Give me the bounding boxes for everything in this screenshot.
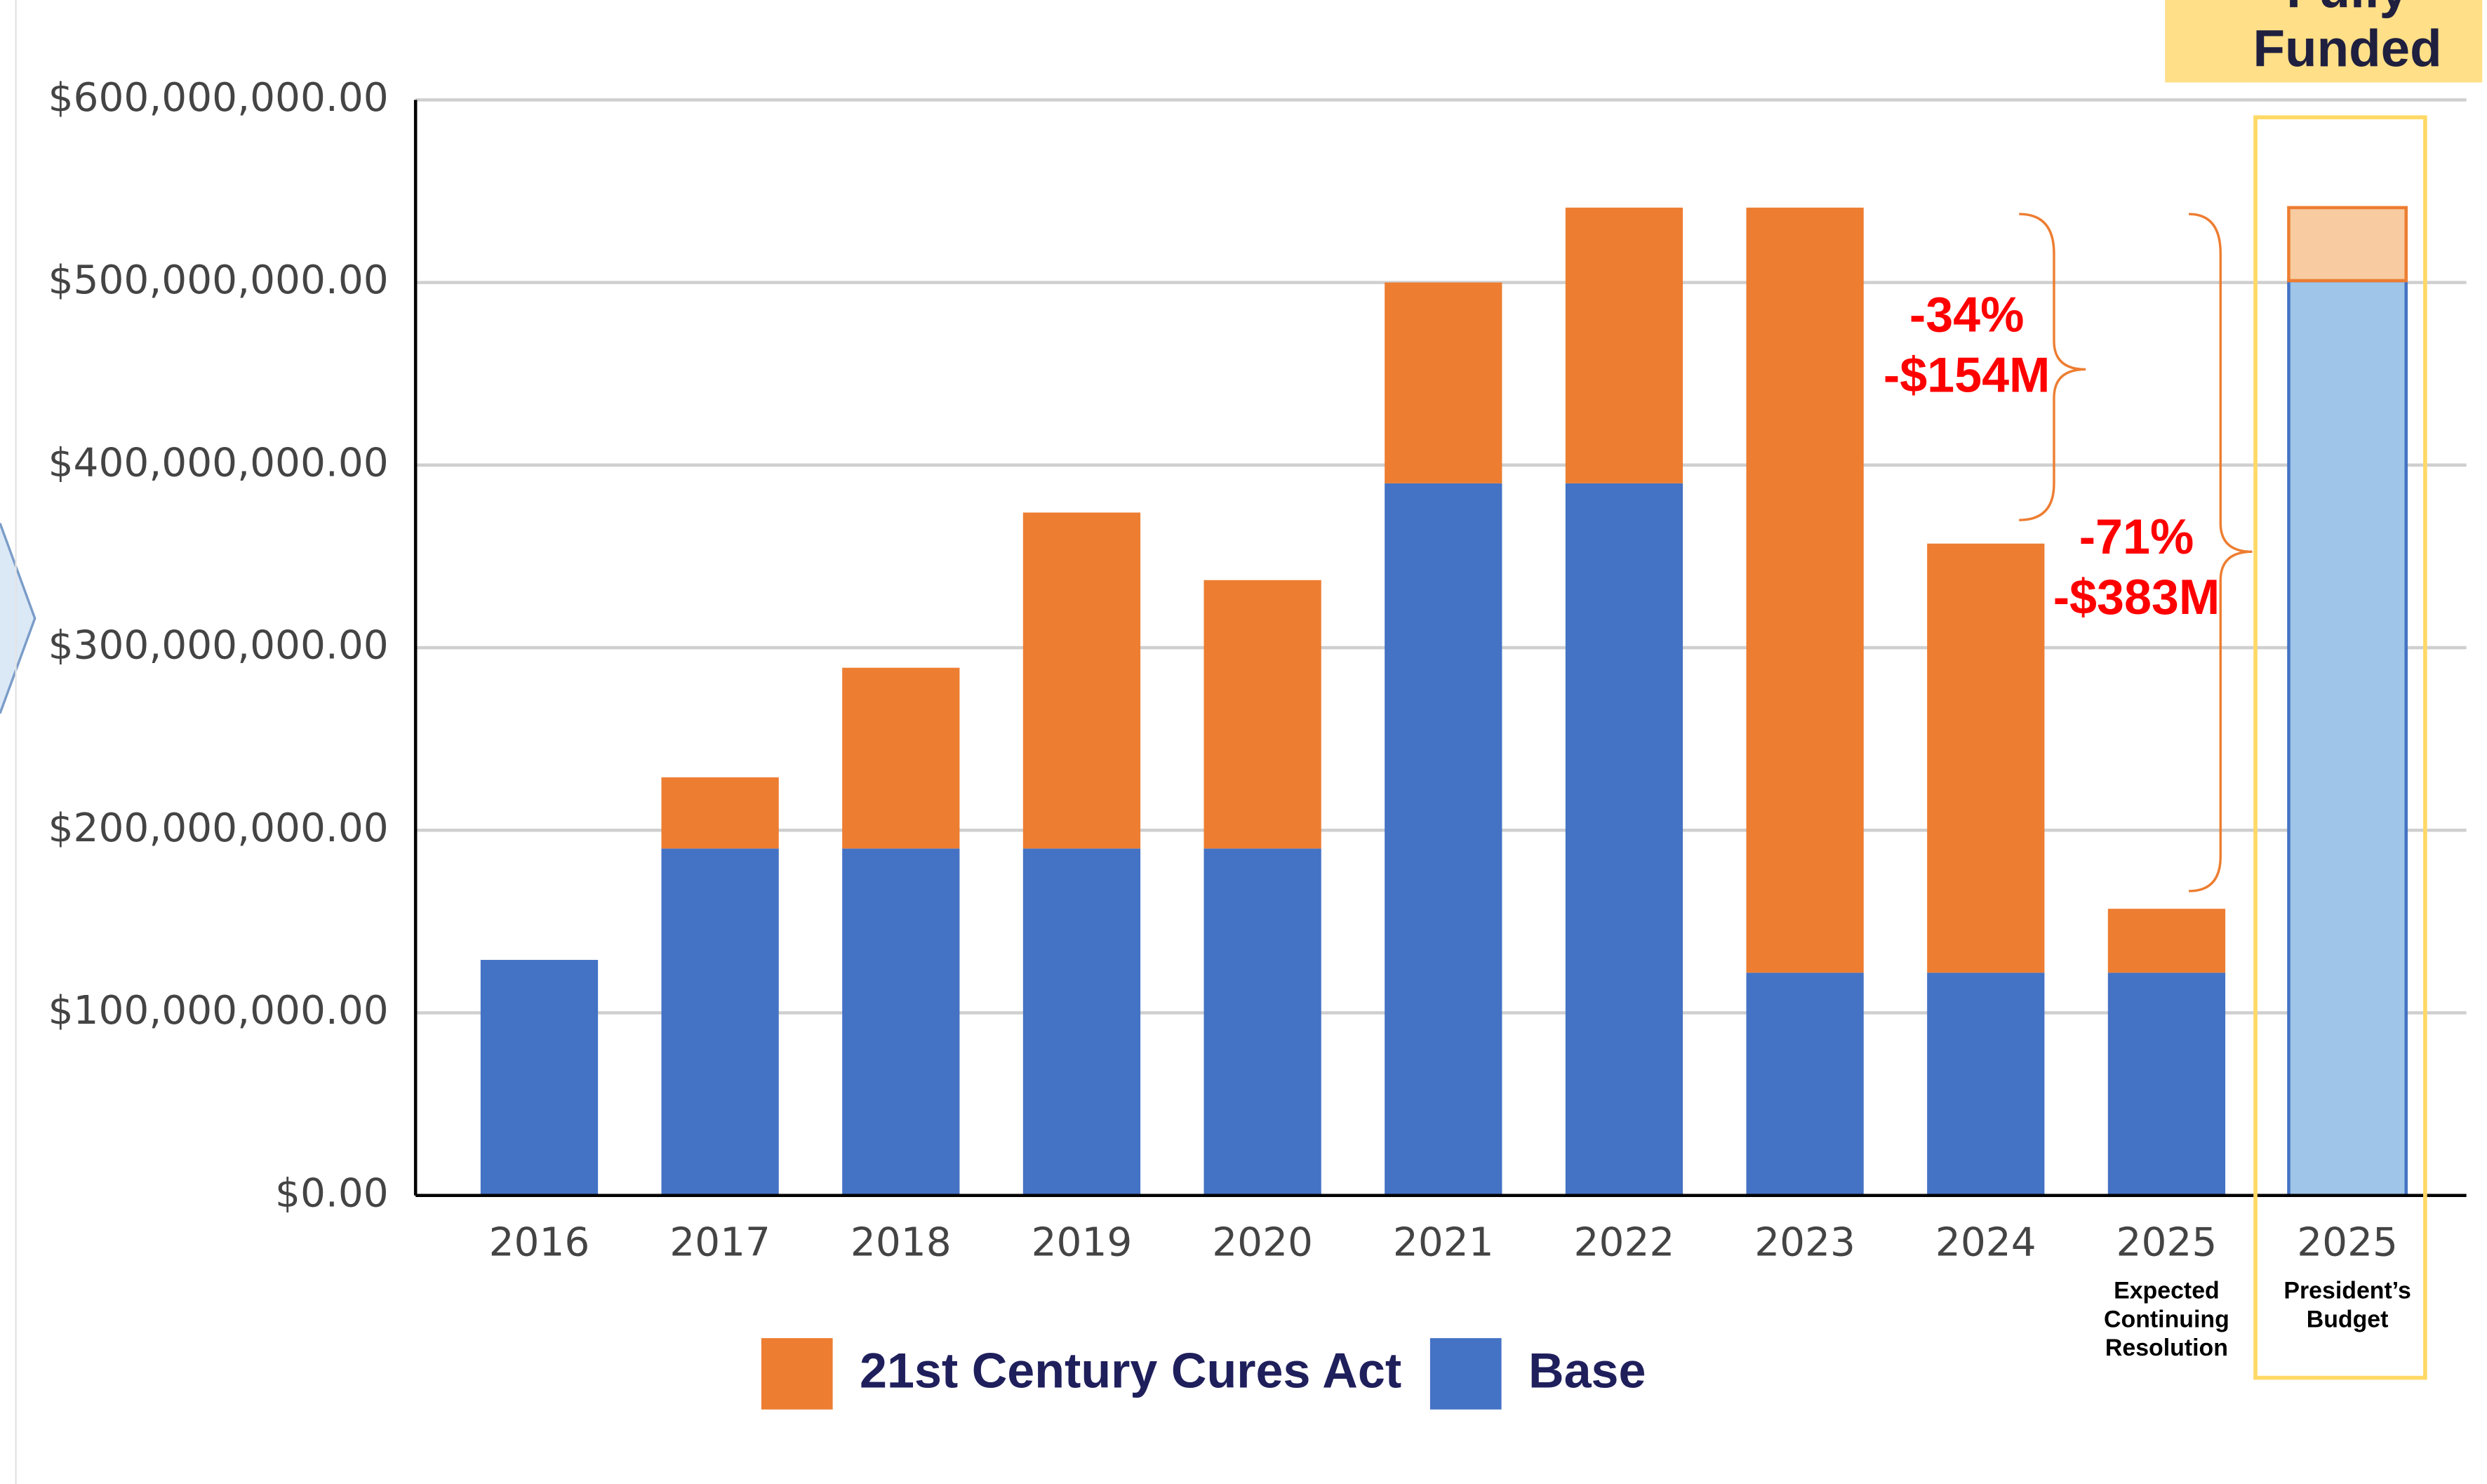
bar-segment [1385, 483, 1502, 1196]
x-tick-label: 2024 [1935, 1219, 2036, 1265]
bar-segment [842, 667, 960, 849]
x-tick-note: President’s Budget [2283, 1278, 2411, 1333]
y-tick-label: $400,000,000.00 [48, 440, 389, 486]
bar-segment [2287, 206, 2408, 283]
x-tick-label: 2018 [851, 1219, 952, 1265]
y-tick-label: $200,000,000.00 [48, 805, 389, 851]
x-tick-label: 2021 [1393, 1219, 1494, 1265]
bar-segment [1746, 972, 1864, 1196]
bar-segment [1385, 282, 1502, 483]
x-tick-note: Expected Continuing Resolution [2104, 1278, 2229, 1361]
plot: $0.00 $100,000,000.00 $200,000,000.00 $300,… [48, 75, 2467, 1410]
bar-segment [1565, 207, 1683, 483]
bar-segment [1927, 972, 2045, 1196]
bar-segment [661, 777, 779, 849]
bar-segment [842, 848, 960, 1196]
y-tick-label: $500,000,000.00 [48, 258, 389, 303]
callout-text: Fully [2286, 0, 2409, 19]
bar-segment [1204, 848, 1321, 1196]
annotation: -$154M [1883, 348, 2051, 403]
x-tick-label: 2025 [2297, 1219, 2398, 1265]
x-tick-label: 2016 [489, 1219, 590, 1265]
x-tick-label: 2017 [669, 1219, 771, 1265]
bracket [2019, 213, 2086, 521]
x-tick-label: 2020 [1212, 1219, 1313, 1265]
bar-segment [1022, 848, 1141, 1196]
bar-segment [2287, 279, 2408, 1198]
legend-swatch [1429, 1338, 1502, 1410]
x-tick-label: 2025 [2116, 1219, 2218, 1265]
bar-segment [1204, 580, 1321, 849]
y-tick-label: $0.00 [275, 1170, 389, 1216]
highlight-box [2253, 115, 2427, 1380]
bar-segment [2107, 909, 2226, 973]
bar-segment [1565, 483, 1683, 1196]
y-tick-label: $100,000,000.00 [48, 988, 389, 1034]
legend-swatch [761, 1338, 833, 1410]
annotation: -$383M [2053, 570, 2220, 624]
bracket [2189, 213, 2253, 893]
bar-segment [661, 848, 779, 1196]
bar-segment [480, 960, 599, 1196]
callout-text: Funded [2253, 18, 2441, 77]
bar-segment [1927, 543, 2045, 973]
bar-segment [2107, 972, 2226, 1196]
x-tick-label: 2023 [1754, 1219, 1855, 1265]
legend-label: Base [1528, 1344, 1646, 1398]
x-tick-label: 2019 [1032, 1219, 1133, 1265]
bar-segment [1746, 207, 1864, 973]
x-tick-label: 2022 [1574, 1219, 1675, 1265]
side-arrow [0, 523, 36, 714]
callout-box [2165, 0, 2483, 83]
y-tick-label: $300,000,000.00 [48, 623, 389, 669]
annotation: -34% [1909, 288, 2025, 342]
y-tick-label: $600,000,000.00 [48, 75, 389, 121]
bar-segment [1022, 512, 1141, 849]
annotation: -71% [2079, 509, 2194, 564]
legend-label: 21st Century Cures Act [860, 1344, 1401, 1398]
